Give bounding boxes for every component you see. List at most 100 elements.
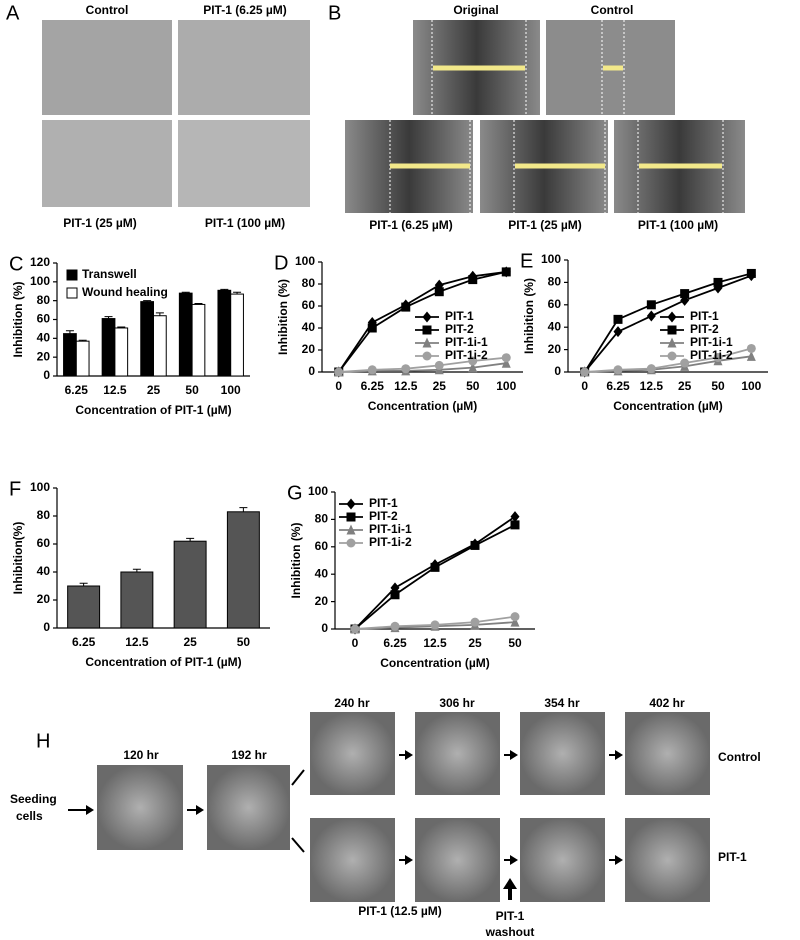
x-tick-label: 50 [711,379,725,393]
error-bar [132,568,141,572]
error-bar [65,330,74,334]
y-tick-label: 20 [37,349,51,363]
legend-label: PIT-1i-2 [690,348,733,362]
series-line [338,271,507,373]
legend-swatch [66,287,78,299]
marker [468,275,478,285]
legend-label: Transwell [82,267,137,281]
x-tick-label: 12.5 [103,383,127,397]
x-tick-label: 50 [466,379,480,393]
bar [75,340,90,377]
bar [173,540,207,629]
marker [430,620,440,630]
legend-label: PIT-1i-1 [369,522,412,536]
y-tick-label: 60 [302,298,316,312]
marker [510,612,520,622]
image-label: PIT-1 (25 µM) [508,218,582,232]
y-tick-label: 120 [30,255,50,269]
time-label: 306 hr [439,696,475,710]
y-tick-label: 40 [302,320,316,334]
x-axis-label: Concentration (µM) [380,656,490,670]
x-tick-label: 25 [183,635,197,649]
row-label: Control [718,750,761,764]
image-label: Control [591,3,634,17]
y-tick-label: 0 [321,621,328,635]
x-tick-label: 50 [237,635,251,649]
y-axis-label: Inhibition(%) [11,522,25,595]
marker [430,562,440,572]
micrograph [415,712,500,795]
marker [510,616,520,627]
x-tick-label: 50 [185,383,199,397]
bar [140,301,154,377]
panel-letter: D [274,252,288,274]
marker [367,365,377,375]
y-tick-label: 40 [548,319,562,333]
y-tick-label: 20 [548,342,562,356]
x-tick-label: 6.25 [72,635,96,649]
marker [468,356,478,366]
legend-label: PIT-1 [690,309,719,323]
legend-label: PIT-1i-1 [690,335,733,349]
y-tick-label: 20 [315,594,329,608]
x-axis-label: Concentration (µM) [613,399,723,413]
marker [470,617,480,627]
marker [422,337,432,348]
legend-label: PIT-1 [445,309,474,323]
bar [101,318,116,377]
marker [510,520,520,530]
panel-letter: F [9,478,21,500]
micrograph [625,712,710,795]
y-tick-label: 0 [43,620,50,634]
error-bar [155,312,164,316]
y-axis-label: Inhibition (%) [522,278,536,354]
marker [422,351,432,361]
micrograph [97,765,183,850]
legend-label: PIT-1 [369,496,398,510]
row-label: PIT-1 [718,850,747,864]
marker [746,268,756,278]
panel-letter: B [328,2,341,24]
y-tick-label: 80 [548,275,562,289]
y-tick-label: 20 [37,592,51,606]
marker [680,358,690,368]
error-bar [186,537,195,542]
marker [501,357,511,368]
arrow-head [86,805,94,815]
panel-letter: E [520,250,533,272]
time-label: 354 hr [544,696,580,710]
series-line [338,271,507,373]
x-tick-label: 25 [433,379,447,393]
image-label: PIT-1 (6.25 µM) [369,218,453,232]
marker [646,364,656,374]
y-tick-label: 80 [302,276,316,290]
image-label: PIT-1 (6.25 µM) [203,3,287,17]
marker [746,350,756,361]
micrograph [178,120,310,207]
marker [713,277,723,287]
micrograph [415,818,500,902]
x-tick-label: 0 [335,379,342,393]
y-tick-label: 100 [30,480,50,494]
legend-label: Wound healing [82,285,168,299]
marker [470,540,480,550]
y-tick-label: 0 [308,364,315,378]
y-axis-label: Inhibition (%) [289,523,303,599]
marker [350,624,360,634]
start-label: cells [16,809,43,823]
micrograph [42,120,172,207]
marker [580,367,590,377]
marker [434,287,444,297]
x-tick-label: 6.25 [65,383,89,397]
marker [667,337,677,348]
y-axis-label: Inhibition (%) [276,279,290,355]
image-label: PIT-1 (25 µM) [63,216,137,230]
error-bar [181,291,190,294]
legend-label: PIT-1i-2 [445,348,488,362]
x-tick-label: 100 [741,379,761,393]
panel-letter: H [36,730,50,752]
y-tick-label: 100 [541,252,561,266]
legend-label: PIT-2 [369,509,398,523]
y-tick-label: 80 [37,293,51,307]
series-line [583,274,752,373]
